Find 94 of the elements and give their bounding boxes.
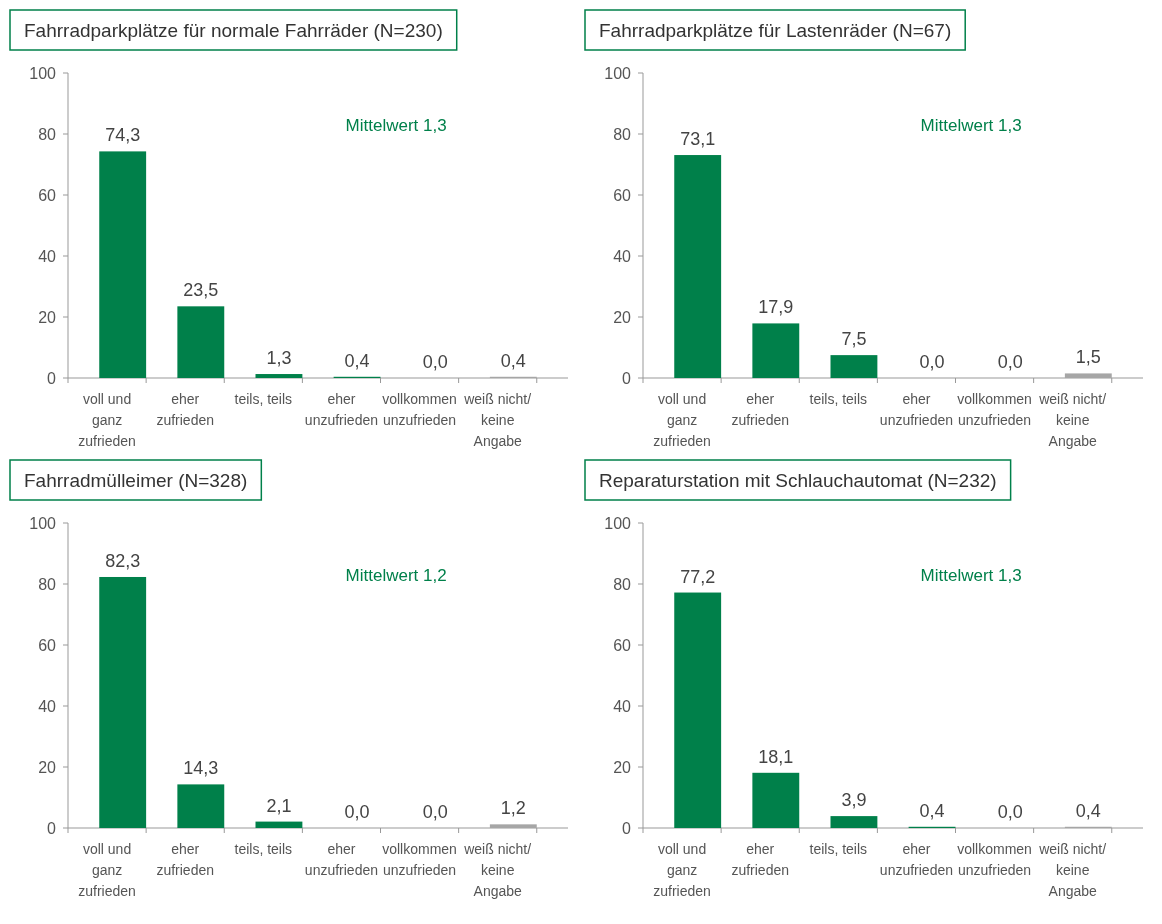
- data-label: 7,5: [841, 329, 867, 350]
- y-tick-label: 60: [613, 636, 632, 654]
- x-tick-label: eher zufrieden: [731, 841, 789, 878]
- x-tick-label: weiß nicht/ keine Angabe: [1038, 841, 1107, 899]
- x-tick-label: eher unzufrieden: [304, 391, 379, 428]
- y-tick-label: 80: [613, 575, 632, 593]
- data-label: 77,2: [680, 566, 716, 587]
- data-label: 23,5: [183, 280, 219, 301]
- chart-title: Reparaturstation mit Schlauchautomat (N=232): [599, 470, 997, 491]
- x-tick-label: voll und ganz zufrieden: [653, 391, 711, 449]
- y-tick-label: 80: [38, 125, 57, 143]
- data-label: 1,3: [266, 348, 292, 369]
- x-tick-label: eher zufrieden: [156, 391, 214, 428]
- chart-title: Fahrradparkplätze für Lastenräder (N=67): [599, 20, 952, 41]
- bar: [674, 155, 722, 378]
- bar: [674, 592, 722, 828]
- y-tick-label: 20: [613, 758, 632, 776]
- annotation: Mittelwert 1,3: [920, 116, 1022, 135]
- annotation: Mittelwert 1,2: [345, 566, 447, 585]
- data-label: 1,5: [1075, 347, 1101, 368]
- y-tick-label: 80: [613, 125, 632, 143]
- y-tick-label: 20: [38, 308, 57, 326]
- data-label: 0,4: [500, 350, 526, 371]
- annotation: Mittelwert 1,3: [345, 116, 447, 135]
- bar: [255, 374, 303, 378]
- bar: [177, 306, 225, 378]
- data-label: 74,3: [105, 125, 141, 146]
- bar: [830, 816, 878, 828]
- bar: [99, 151, 147, 378]
- data-label: 0,0: [997, 802, 1023, 822]
- data-label: 0,0: [344, 802, 370, 822]
- bar: [177, 784, 225, 828]
- x-tick-label: vollkommen unzufrieden: [957, 841, 1032, 878]
- data-label: 3,9: [841, 790, 867, 811]
- y-tick-label: 100: [29, 514, 57, 532]
- x-tick-label: teils, teils: [234, 391, 293, 407]
- data-label: 17,9: [758, 297, 794, 318]
- data-label: 0,4: [1075, 800, 1101, 821]
- chart-title: Fahrradparkplätze für normale Fahrräder (N=230): [24, 20, 443, 41]
- bar: [830, 355, 878, 378]
- data-label: 0,0: [997, 352, 1023, 372]
- y-tick-label: 60: [38, 186, 57, 204]
- y-tick-label: 40: [613, 247, 632, 265]
- y-tick-label: 100: [29, 64, 57, 82]
- x-tick-label: voll und ganz zufrieden: [653, 841, 711, 899]
- y-tick-label: 40: [613, 697, 632, 715]
- x-tick-label: eher zufrieden: [731, 391, 789, 428]
- x-tick-label: vollkommen unzufrieden: [957, 391, 1032, 428]
- x-tick-label: weiß nicht/ keine Angabe: [463, 841, 532, 899]
- x-tick-label: voll und ganz zufrieden: [78, 391, 136, 449]
- x-tick-label: teils, teils: [234, 841, 293, 857]
- x-tick-label: eher unzufrieden: [879, 841, 954, 878]
- data-label: 18,1: [758, 746, 794, 767]
- y-tick-label: 40: [38, 697, 57, 715]
- x-tick-label: eher unzufrieden: [304, 841, 379, 878]
- bar: [1064, 373, 1112, 378]
- y-tick-label: 60: [613, 186, 632, 204]
- y-tick-label: 20: [613, 308, 632, 326]
- data-label: 0,4: [919, 800, 945, 821]
- x-tick-label: eher unzufrieden: [879, 391, 954, 428]
- x-tick-label: teils, teils: [809, 841, 868, 857]
- bar: [752, 323, 800, 378]
- y-tick-label: 100: [604, 514, 632, 532]
- x-tick-label: eher zufrieden: [156, 841, 214, 878]
- x-tick-label: weiß nicht/ keine Angabe: [1038, 391, 1107, 449]
- data-label: 0,0: [422, 352, 448, 372]
- bar: [752, 772, 800, 828]
- y-tick-label: 100: [604, 64, 632, 82]
- bar: [99, 576, 147, 828]
- data-label: 73,1: [680, 129, 716, 150]
- x-tick-label: weiß nicht/ keine Angabe: [463, 391, 532, 449]
- data-label: 1,2: [500, 798, 526, 819]
- x-tick-label: teils, teils: [809, 391, 868, 407]
- bar: [255, 821, 303, 828]
- annotation: Mittelwert 1,3: [920, 566, 1022, 585]
- y-tick-label: 0: [47, 369, 57, 387]
- y-tick-label: 0: [622, 369, 632, 387]
- data-label: 82,3: [105, 550, 141, 571]
- chart-title: Fahrradmülleimer (N=328): [24, 470, 248, 491]
- y-tick-label: 80: [38, 575, 57, 593]
- y-tick-label: 0: [622, 819, 632, 837]
- data-label: 2,1: [266, 795, 292, 816]
- y-tick-label: 0: [47, 819, 57, 837]
- x-tick-label: vollkommen unzufrieden: [382, 841, 457, 878]
- y-tick-label: 40: [38, 247, 57, 265]
- y-tick-label: 60: [38, 636, 57, 654]
- data-label: 0,0: [422, 802, 448, 822]
- x-tick-label: vollkommen unzufrieden: [382, 391, 457, 428]
- data-label: 0,0: [919, 352, 945, 372]
- data-label: 0,4: [344, 350, 370, 371]
- bar: [489, 824, 537, 828]
- y-tick-label: 20: [38, 758, 57, 776]
- data-label: 14,3: [183, 758, 219, 779]
- x-tick-label: voll und ganz zufrieden: [78, 841, 136, 899]
